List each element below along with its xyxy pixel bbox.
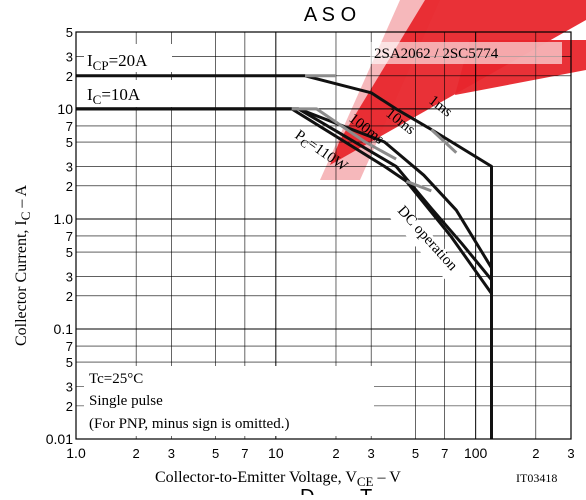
x-tick-label: 1.0 bbox=[66, 445, 86, 461]
y-tick-label: 7 bbox=[66, 119, 73, 134]
dc-label-bg bbox=[382, 196, 472, 293]
y-tick-label: 5 bbox=[66, 135, 73, 150]
y-tick-label: 10 bbox=[57, 101, 73, 117]
x-tick-labels: 1.0 2 3 5 7 10 2 3 5 7 100 2 3 bbox=[66, 445, 574, 461]
y-tick-label: 2 bbox=[66, 179, 73, 194]
series-limit-4 bbox=[405, 179, 432, 193]
icp-label-value: =20A bbox=[109, 51, 149, 70]
x-tick-label: 7 bbox=[241, 446, 248, 461]
y-tick-label: 3 bbox=[66, 269, 73, 284]
footer-fragment: D bbox=[300, 486, 314, 495]
footer-fragment-2: T bbox=[360, 486, 372, 495]
y-tick-label: 3 bbox=[66, 49, 73, 64]
ic-label: IC=10A bbox=[87, 85, 141, 107]
x-tick-label: 3 bbox=[168, 446, 175, 461]
ic-label-bg bbox=[84, 80, 174, 107]
icp-label-main: I bbox=[87, 51, 93, 70]
plot-frame bbox=[75, 31, 572, 440]
x-tick-label: 5 bbox=[412, 446, 419, 461]
figure-code: IT03418 bbox=[516, 471, 557, 485]
x-tick-label: 2 bbox=[133, 446, 140, 461]
y-axis-label-tail: – A bbox=[13, 184, 30, 211]
ic-label-value: =10A bbox=[101, 85, 141, 104]
y-tick-label: 7 bbox=[66, 339, 73, 354]
y-tick-label: 7 bbox=[66, 229, 73, 244]
y-tick-label: 5 bbox=[66, 355, 73, 370]
part-number: 2SA2062 / 2SC5774 bbox=[374, 46, 499, 62]
series-limit-2 bbox=[291, 107, 397, 161]
x-tick-label: 3 bbox=[368, 446, 375, 461]
x-tick-label: 2 bbox=[532, 446, 539, 461]
x-axis-label-main: Collector-to-Emitter Voltage, V bbox=[155, 469, 357, 486]
y-axis-label-sub: C bbox=[18, 212, 33, 221]
y-tick-label: 2 bbox=[66, 399, 73, 414]
x-tick-label: 2 bbox=[332, 446, 339, 461]
icp-label-bg bbox=[84, 44, 172, 72]
icp-label: ICP=20A bbox=[87, 51, 148, 73]
y-tick-label: 5 bbox=[66, 245, 73, 260]
x-tick-label: 3 bbox=[567, 446, 574, 461]
ic-label-main: I bbox=[87, 85, 93, 104]
x-tick-label: 5 bbox=[212, 446, 219, 461]
x-axis-label-sub: CE bbox=[357, 474, 374, 489]
condition-tc: Tc=25°C bbox=[89, 371, 143, 387]
series-dc-operation bbox=[76, 107, 493, 295]
y-tick-label: 0.1 bbox=[54, 321, 74, 337]
y-axis-label-main: Collector Current, I bbox=[13, 220, 30, 346]
x-tick-label: 7 bbox=[441, 446, 448, 461]
ic-label-sub: C bbox=[93, 92, 102, 107]
icp-label-sub: CP bbox=[93, 58, 109, 73]
y-tick-label: 2 bbox=[66, 69, 73, 84]
y-tick-label: 3 bbox=[66, 159, 73, 174]
y-tick-label: 5 bbox=[66, 25, 73, 40]
series-limit-3 bbox=[430, 128, 458, 154]
x-tick-label: 100 bbox=[464, 445, 488, 461]
curves bbox=[76, 74, 493, 439]
x-axis-label-tail: – V bbox=[374, 469, 402, 486]
conditions-bg bbox=[84, 366, 374, 436]
y-tick-label: 1.0 bbox=[54, 211, 74, 227]
condition-pulse: Single pulse bbox=[89, 393, 163, 409]
x-axis-label: Collector-to-Emitter Voltage, VCE – V bbox=[155, 469, 401, 489]
y-tick-label: 0.01 bbox=[46, 431, 73, 447]
x-tick-label: 10 bbox=[268, 445, 284, 461]
y-tick-label: 3 bbox=[66, 380, 73, 395]
chart-title: A S O bbox=[304, 4, 356, 26]
condition-pnp: (For PNP, minus sign is omitted.) bbox=[89, 416, 289, 432]
y-axis-label: Collector Current, IC – A bbox=[13, 184, 33, 346]
part-number-bg bbox=[370, 42, 562, 64]
y-tick-label: 2 bbox=[66, 289, 73, 304]
label-dc-operation: DC operation bbox=[394, 203, 461, 274]
